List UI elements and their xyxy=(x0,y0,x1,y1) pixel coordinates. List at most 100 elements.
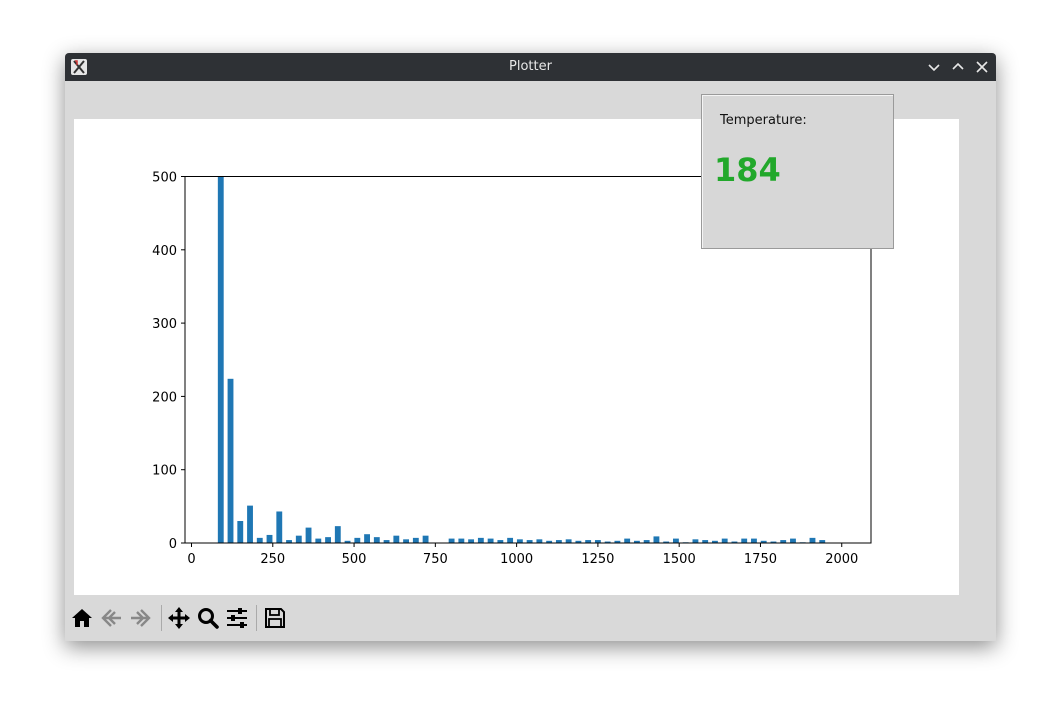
bar xyxy=(721,538,728,543)
maximize-button[interactable] xyxy=(948,57,968,77)
bar xyxy=(217,176,224,543)
x-tick-label: 750 xyxy=(423,552,448,567)
bar xyxy=(364,534,370,543)
zoom-icon xyxy=(198,608,219,629)
forward-button[interactable] xyxy=(127,605,153,631)
bar xyxy=(585,540,592,543)
bar xyxy=(633,540,640,543)
bar xyxy=(692,539,699,543)
bar xyxy=(770,541,777,543)
bar xyxy=(295,535,302,543)
x-tick-label: 1250 xyxy=(581,552,614,567)
bar xyxy=(305,527,312,543)
bar xyxy=(731,541,738,543)
bar xyxy=(663,541,670,543)
toolbar-separator xyxy=(256,605,257,631)
bar xyxy=(325,537,331,543)
zoom-button[interactable] xyxy=(195,605,221,631)
close-button[interactable] xyxy=(972,57,992,77)
bar xyxy=(247,505,253,543)
configure-subplots-button[interactable] xyxy=(224,605,250,631)
minimize-button[interactable] xyxy=(924,57,944,77)
forward-icon xyxy=(131,609,151,627)
bar xyxy=(614,540,621,543)
navigation-toolbar xyxy=(65,601,996,637)
bar xyxy=(673,538,679,543)
bar xyxy=(373,537,380,543)
back-button[interactable] xyxy=(99,605,125,631)
bar xyxy=(383,540,390,543)
x-tick-label: 1000 xyxy=(500,552,533,567)
bar xyxy=(256,537,263,543)
chevron-down-icon xyxy=(928,64,940,72)
x-tick-label: 250 xyxy=(260,552,285,567)
bar xyxy=(237,521,244,543)
bar xyxy=(555,540,562,543)
bar xyxy=(575,540,582,543)
bar xyxy=(448,538,455,543)
axes-frame xyxy=(184,176,872,544)
bar xyxy=(702,540,709,543)
pan-button[interactable] xyxy=(166,605,192,631)
bar xyxy=(315,538,322,543)
bar xyxy=(403,539,409,543)
temperature-panel: Temperature: 184 xyxy=(701,94,894,249)
bar-chart: 0 250 500 750 1000 1250 1500 1750 2000 0 100 200 30… xyxy=(152,171,872,567)
window-title: Plotter xyxy=(509,59,552,74)
title-bar: Plotter xyxy=(65,53,996,81)
bar xyxy=(507,537,514,543)
bar xyxy=(344,540,351,543)
x-tick-label: 2000 xyxy=(825,552,858,567)
bar xyxy=(354,537,361,543)
bar xyxy=(546,540,553,543)
bar xyxy=(477,537,484,543)
bar xyxy=(487,538,494,543)
home-button[interactable] xyxy=(69,605,95,631)
app-icon xyxy=(71,59,87,75)
bar xyxy=(780,540,787,543)
x-tick-label: 500 xyxy=(342,552,367,567)
x-tick-label: 1500 xyxy=(663,552,696,567)
bar xyxy=(819,540,826,543)
x-tick-label: 0 xyxy=(187,552,195,567)
bar xyxy=(393,535,400,543)
y-tick-label: 300 xyxy=(152,317,177,332)
bar xyxy=(653,536,660,543)
toolbar-separator xyxy=(161,605,162,631)
bar xyxy=(565,539,572,543)
bar xyxy=(526,540,533,543)
bar xyxy=(497,540,504,543)
back-icon xyxy=(101,609,121,627)
chevron-up-icon xyxy=(952,62,964,70)
bar xyxy=(760,540,767,543)
bar xyxy=(809,537,816,543)
save-button[interactable] xyxy=(262,605,288,631)
configure-subplots-icon xyxy=(227,608,247,628)
bar xyxy=(412,537,419,543)
close-icon xyxy=(976,61,988,73)
bar xyxy=(712,540,718,543)
bar xyxy=(624,538,631,543)
bar xyxy=(643,540,650,543)
bar xyxy=(790,538,796,543)
bar xyxy=(266,534,273,543)
y-tick-label: 500 xyxy=(152,171,177,186)
temperature-label: Temperature: xyxy=(720,113,807,128)
y-tick-label: 400 xyxy=(152,244,177,259)
bar xyxy=(458,538,465,543)
bar xyxy=(516,539,523,543)
home-icon xyxy=(72,609,92,627)
y-tick-label: 100 xyxy=(152,464,177,479)
bar xyxy=(276,511,283,543)
bar xyxy=(751,538,757,543)
bar xyxy=(334,526,341,543)
bar xyxy=(604,541,611,543)
bar xyxy=(741,538,748,543)
bar xyxy=(286,540,292,543)
bar xyxy=(468,539,475,543)
bar xyxy=(536,539,543,543)
x-tick-label: 1750 xyxy=(744,552,777,567)
bar xyxy=(422,535,429,543)
save-icon xyxy=(265,608,285,628)
y-tick-label: 0 xyxy=(169,537,177,552)
